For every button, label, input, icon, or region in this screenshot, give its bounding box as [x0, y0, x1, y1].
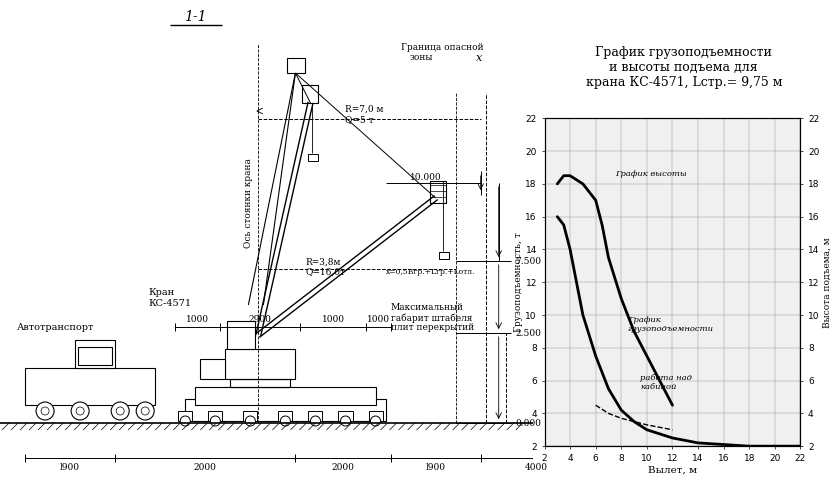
Text: R=3,8м: R=3,8м [305, 257, 341, 267]
Bar [227, 321, 255, 349]
Circle shape [371, 416, 381, 426]
Text: 1000: 1000 [186, 316, 209, 324]
Text: График грузоподъемности
и высоты подъема для
крана КС-4571, Lстр.= 9,75 м: График грузоподъемности и высоты подъема… [586, 46, 782, 89]
Text: 0.000: 0.000 [516, 419, 542, 427]
Circle shape [36, 402, 54, 420]
Bar [201, 359, 226, 379]
Text: x: x [476, 53, 482, 63]
Bar [208, 411, 222, 421]
Bar [226, 349, 295, 379]
Bar [231, 379, 290, 387]
Circle shape [341, 416, 351, 426]
Text: Q=5 т: Q=5 т [346, 115, 374, 125]
Text: R=7,0 м: R=7,0 м [346, 105, 384, 113]
Text: Максимальный: Максимальный [391, 304, 464, 313]
Circle shape [71, 402, 89, 420]
Text: 1-1: 1-1 [184, 10, 206, 24]
Text: зоны: зоны [409, 54, 433, 63]
Bar [178, 411, 192, 421]
Circle shape [136, 402, 154, 420]
Circle shape [41, 407, 49, 415]
Text: x=0,5Вгр.+Lгр.+Lотл.: x=0,5Вгр.+Lгр.+Lотл. [386, 268, 475, 276]
Text: Граница опасной: Граница опасной [400, 43, 483, 52]
Text: Ось стоянки крана: Ось стоянки крана [244, 158, 253, 248]
Text: габарит штабеля: габарит штабеля [391, 313, 472, 323]
Bar [76, 340, 115, 368]
Text: 2000: 2000 [331, 462, 354, 471]
Text: 10.000: 10.000 [409, 173, 441, 181]
Circle shape [116, 407, 124, 415]
Text: 7.500: 7.500 [516, 256, 542, 266]
Bar [78, 347, 112, 365]
Text: График высоты: График высоты [615, 170, 686, 177]
Text: 2.500: 2.500 [516, 328, 542, 338]
Bar [302, 85, 319, 103]
Bar [185, 399, 386, 421]
Text: Кран
КС-4571: Кран КС-4571 [149, 288, 191, 308]
Bar [195, 387, 376, 405]
X-axis label: Вылет, м: Вылет, м [648, 465, 697, 475]
Circle shape [111, 402, 129, 420]
Circle shape [245, 416, 255, 426]
Circle shape [141, 407, 149, 415]
Bar [439, 252, 449, 259]
Circle shape [280, 416, 290, 426]
Text: работа над
кабиной: работа над кабиной [640, 374, 692, 391]
Bar [25, 368, 155, 405]
Bar [288, 58, 305, 73]
Bar [368, 411, 383, 421]
Bar [338, 411, 352, 421]
Bar [309, 154, 319, 161]
Circle shape [76, 407, 84, 415]
Y-axis label: Высота подъема, м: Высота подъема, м [822, 237, 831, 327]
Circle shape [211, 416, 221, 426]
Circle shape [180, 416, 190, 426]
Bar [430, 181, 446, 203]
Text: 1000: 1000 [321, 316, 345, 324]
Text: 2000: 2000 [194, 462, 216, 471]
Bar [309, 411, 322, 421]
Text: плит перекрытий: плит перекрытий [391, 323, 474, 332]
Text: 1000: 1000 [367, 316, 389, 324]
Text: 2900: 2900 [249, 316, 272, 324]
Text: l900: l900 [425, 462, 446, 471]
Text: Q=16,0т: Q=16,0т [305, 268, 346, 277]
Text: График
грузоподъемности: График грузоподъемности [628, 316, 714, 333]
Text: 4000: 4000 [524, 462, 547, 471]
Text: l900: l900 [60, 462, 80, 471]
Y-axis label: Грузоподъемность, т: Грузоподъемность, т [513, 232, 523, 332]
Circle shape [310, 416, 320, 426]
Bar [243, 411, 258, 421]
Bar [279, 411, 293, 421]
Text: Автотранспорт: Автотранспорт [17, 323, 94, 332]
